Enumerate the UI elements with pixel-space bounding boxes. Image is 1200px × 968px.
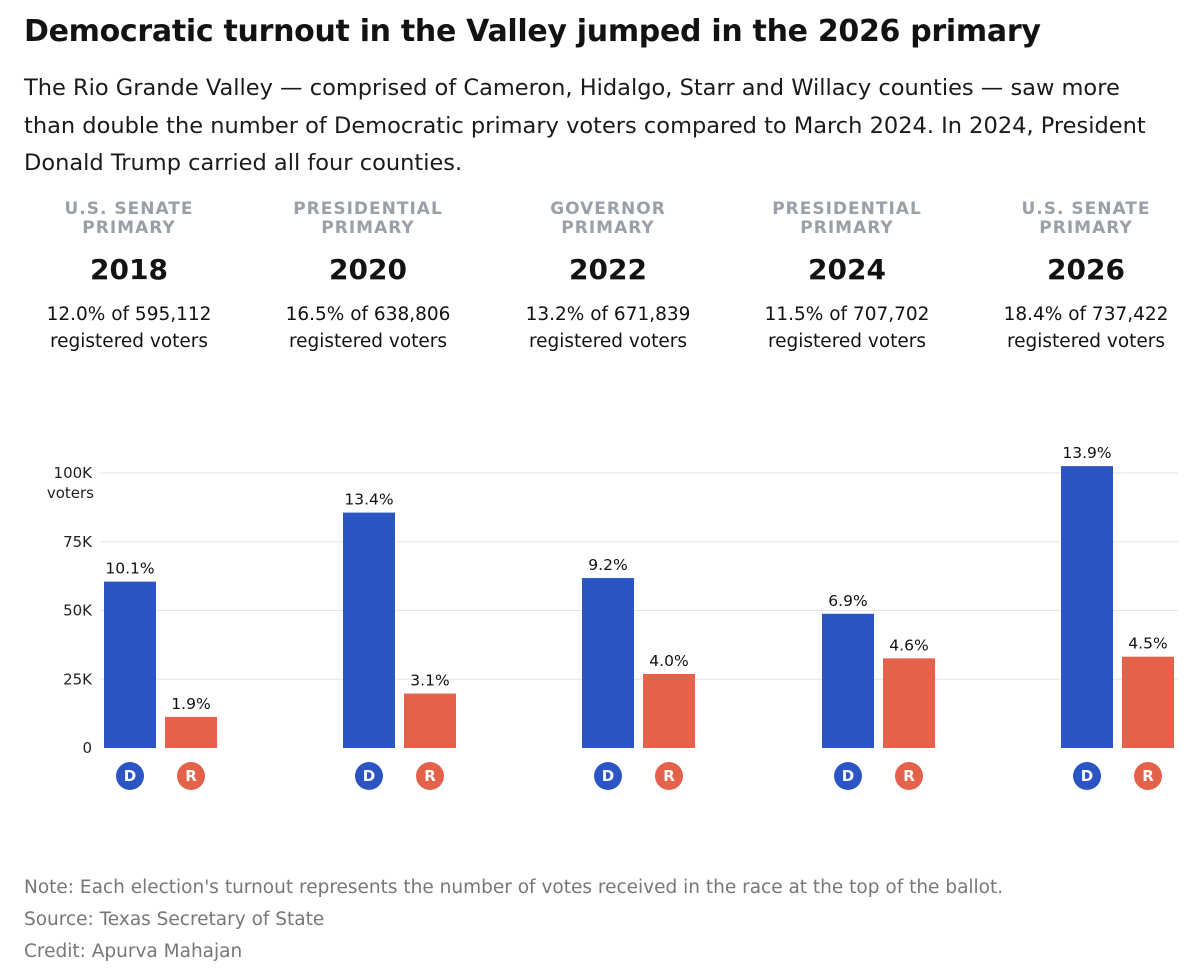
bar-value-label: 13.4% (344, 491, 393, 509)
chart-footer: Note: Each election's turnout represents… (24, 872, 1003, 968)
party-badge-dem (1073, 762, 1101, 790)
y-axis-unit-label: voters (47, 484, 94, 502)
party-badge-label: R (1142, 767, 1154, 785)
election-header-2018: U.S. SENATE PRIMARY 2018 12.0% of 595,112… (14, 200, 244, 355)
party-badge-label: R (424, 767, 436, 785)
bar-value-label: 13.9% (1062, 444, 1111, 462)
registered-voters: 13.2% of 671,839 registered voters (525, 304, 691, 352)
party-badge-rep (416, 762, 444, 790)
party-badge-rep (655, 762, 683, 790)
bar-rep-2022 (643, 674, 695, 748)
race-name: PRESIDENTIAL PRIMARY (772, 199, 922, 238)
election-year: 2026 (1047, 253, 1125, 286)
registered-voters: 16.5% of 638,806 registered voters (285, 304, 451, 352)
party-badge-dem (116, 762, 144, 790)
party-badge-rep (1134, 762, 1162, 790)
bar-dem-2020 (343, 512, 395, 748)
footer-credit: Credit: Apurva Mahajan (24, 941, 243, 962)
bar-value-label: 10.1% (105, 560, 154, 578)
race-name: U.S. SENATE PRIMARY (1021, 199, 1151, 238)
election-year: 2022 (569, 253, 647, 286)
bar-value-label: 3.1% (410, 672, 449, 690)
bar-dem-2022 (582, 578, 634, 748)
registered-voters: 11.5% of 707,702 registered voters (764, 304, 930, 352)
bar-value-label: 6.9% (828, 592, 867, 610)
bar-dem-2018 (104, 581, 156, 748)
chart-title: Democratic turnout in the Valley jumped … (24, 14, 1041, 49)
bar-dem-2026 (1061, 466, 1113, 748)
race-name: GOVERNOR PRIMARY (550, 199, 666, 238)
party-badge-label: R (663, 767, 675, 785)
bar-rep-2020 (404, 693, 456, 748)
bar-value-label: 4.0% (649, 652, 688, 670)
election-year: 2018 (90, 253, 168, 286)
party-badge-label: D (124, 767, 136, 785)
party-badge-dem (355, 762, 383, 790)
y-tick-label: 100K (54, 464, 94, 482)
y-tick-label: 25K (63, 670, 93, 688)
bar-value-label: 1.9% (171, 695, 210, 713)
footer-note: Note: Each election's turnout represents… (24, 877, 1004, 898)
election-header-2024: PRESIDENTIAL PRIMARY 2024 11.5% of 707,70… (732, 200, 962, 355)
party-badge-rep (895, 762, 923, 790)
bar-rep-2018 (165, 716, 217, 748)
party-badge-label: R (185, 767, 197, 785)
election-header-2026: U.S. SENATE PRIMARY 2026 18.4% of 737,422… (971, 200, 1200, 355)
party-badge-dem (834, 762, 862, 790)
party-badge-label: D (602, 767, 614, 785)
party-badge-rep (177, 762, 205, 790)
party-badge-dem (594, 762, 622, 790)
y-tick-label: 50K (63, 602, 93, 620)
bar-value-label: 4.5% (1128, 635, 1167, 653)
bar-rep-2024 (883, 658, 935, 748)
y-tick-label: 0 (82, 739, 92, 757)
race-name: U.S. SENATE PRIMARY (64, 199, 194, 238)
bar-value-label: 4.6% (889, 636, 928, 654)
bar-value-label: 9.2% (588, 556, 627, 574)
footer-source: Source: Texas Secretary of State (24, 909, 325, 930)
party-badge-label: R (903, 767, 915, 785)
election-year: 2020 (329, 253, 407, 286)
party-badge-label: D (842, 767, 854, 785)
registered-voters: 18.4% of 737,422 registered voters (1003, 304, 1169, 352)
bar-dem-2024 (822, 613, 874, 748)
election-header-2020: PRESIDENTIAL PRIMARY 2020 16.5% of 638,80… (253, 200, 483, 355)
chart-subtitle: The Rio Grande Valley — comprised of Cam… (24, 75, 1146, 176)
bar-rep-2026 (1122, 656, 1174, 748)
election-year: 2024 (808, 253, 886, 286)
registered-voters: 12.0% of 595,112 registered voters (46, 304, 212, 352)
election-headers: U.S. SENATE PRIMARY 2018 12.0% of 595,112… (0, 200, 1200, 370)
party-badge-label: D (363, 767, 375, 785)
election-header-2022: GOVERNOR PRIMARY 2022 13.2% of 671,839 reg… (493, 200, 723, 355)
race-name: PRESIDENTIAL PRIMARY (293, 199, 443, 238)
y-tick-label: 75K (63, 533, 93, 551)
party-badge-label: D (1081, 767, 1093, 785)
